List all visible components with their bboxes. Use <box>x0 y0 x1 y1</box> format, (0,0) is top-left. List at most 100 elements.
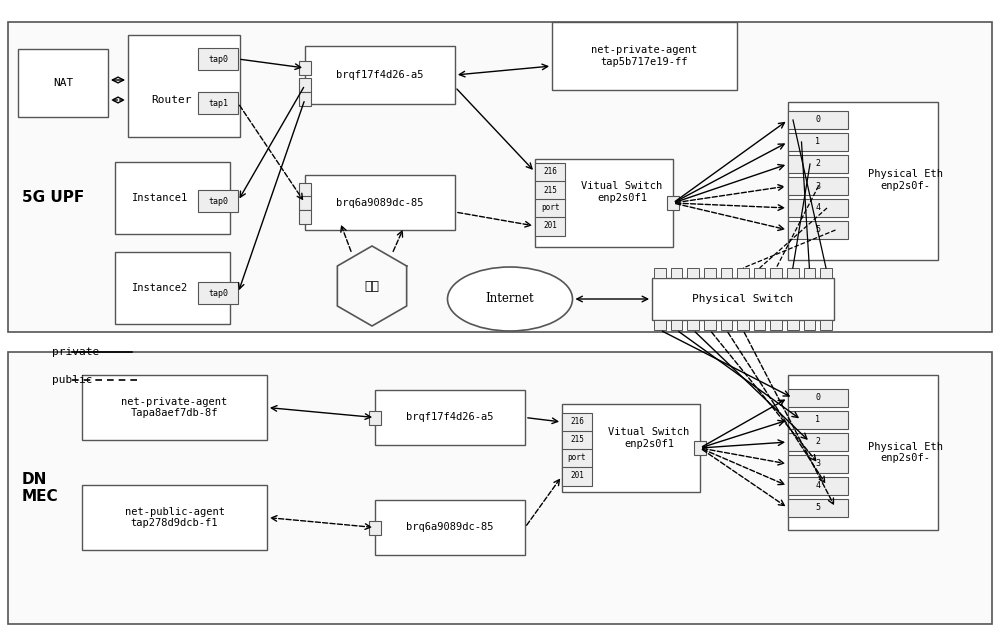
FancyBboxPatch shape <box>788 155 848 173</box>
Text: 2: 2 <box>816 437 820 446</box>
Text: brqf17f4d26-a5: brqf17f4d26-a5 <box>336 70 424 80</box>
FancyBboxPatch shape <box>737 268 749 278</box>
FancyBboxPatch shape <box>788 111 848 129</box>
FancyBboxPatch shape <box>375 500 525 555</box>
FancyBboxPatch shape <box>687 320 699 330</box>
Text: Instance1: Instance1 <box>132 193 188 203</box>
FancyBboxPatch shape <box>788 133 848 151</box>
FancyBboxPatch shape <box>721 320 732 330</box>
FancyBboxPatch shape <box>552 22 737 90</box>
FancyBboxPatch shape <box>804 268 815 278</box>
FancyBboxPatch shape <box>671 268 682 278</box>
FancyBboxPatch shape <box>788 499 848 517</box>
FancyBboxPatch shape <box>788 199 848 217</box>
FancyBboxPatch shape <box>687 268 699 278</box>
FancyBboxPatch shape <box>198 48 238 70</box>
Text: Physical Eth
enp2s0f-: Physical Eth enp2s0f- <box>868 442 943 464</box>
FancyBboxPatch shape <box>299 196 311 210</box>
FancyBboxPatch shape <box>299 183 311 197</box>
FancyBboxPatch shape <box>788 375 938 530</box>
FancyBboxPatch shape <box>18 49 108 117</box>
Text: 5: 5 <box>816 225 820 234</box>
Text: net-private-agent
Tapa8aef7db-8f: net-private-agent Tapa8aef7db-8f <box>121 397 228 419</box>
Text: 215: 215 <box>543 186 557 195</box>
FancyBboxPatch shape <box>787 320 799 330</box>
FancyBboxPatch shape <box>788 389 848 407</box>
Text: 0: 0 <box>816 394 820 403</box>
Text: 201: 201 <box>543 221 557 230</box>
FancyBboxPatch shape <box>82 375 267 440</box>
Ellipse shape <box>447 267 572 331</box>
Text: net-private-agent
tap5b717e19-ff: net-private-agent tap5b717e19-ff <box>591 45 698 67</box>
Text: 1: 1 <box>816 137 820 146</box>
FancyBboxPatch shape <box>8 352 992 624</box>
Text: Vitual Switch
enp2s0f1: Vitual Switch enp2s0f1 <box>581 181 663 203</box>
Text: brq6a9089dc-85: brq6a9089dc-85 <box>406 523 494 532</box>
FancyBboxPatch shape <box>671 320 682 330</box>
Text: tap0: tap0 <box>208 196 228 205</box>
Text: NAT: NAT <box>53 78 73 88</box>
Text: Physical Switch: Physical Switch <box>692 294 794 304</box>
FancyBboxPatch shape <box>788 477 848 495</box>
Text: tap0: tap0 <box>208 55 228 64</box>
FancyBboxPatch shape <box>299 78 311 92</box>
FancyBboxPatch shape <box>788 411 848 429</box>
Text: Router: Router <box>152 95 192 105</box>
Text: 4: 4 <box>816 482 820 490</box>
FancyBboxPatch shape <box>115 252 230 324</box>
FancyBboxPatch shape <box>562 467 592 486</box>
Text: net-public-agent
tap278d9dcb-f1: net-public-agent tap278d9dcb-f1 <box>124 507 224 528</box>
FancyBboxPatch shape <box>535 159 673 247</box>
Text: 201: 201 <box>570 471 584 480</box>
Text: 1: 1 <box>816 415 820 424</box>
Text: 3: 3 <box>816 460 820 469</box>
FancyBboxPatch shape <box>369 521 381 535</box>
FancyBboxPatch shape <box>198 282 238 304</box>
FancyBboxPatch shape <box>115 162 230 234</box>
FancyBboxPatch shape <box>721 268 732 278</box>
Text: brqf17f4d26-a5: brqf17f4d26-a5 <box>406 413 494 422</box>
FancyBboxPatch shape <box>198 92 238 114</box>
FancyBboxPatch shape <box>305 46 455 104</box>
FancyBboxPatch shape <box>770 320 782 330</box>
FancyBboxPatch shape <box>562 431 592 450</box>
Text: 216: 216 <box>543 168 557 177</box>
Text: Physical Eth
enp2s0f-: Physical Eth enp2s0f- <box>868 169 943 191</box>
FancyBboxPatch shape <box>754 268 765 278</box>
Text: port: port <box>541 204 559 213</box>
FancyBboxPatch shape <box>299 210 311 224</box>
FancyBboxPatch shape <box>654 268 666 278</box>
FancyBboxPatch shape <box>535 217 565 236</box>
FancyBboxPatch shape <box>820 268 832 278</box>
FancyBboxPatch shape <box>667 196 679 210</box>
Text: tap1: tap1 <box>208 98 228 107</box>
FancyBboxPatch shape <box>704 268 716 278</box>
FancyBboxPatch shape <box>198 190 238 212</box>
FancyBboxPatch shape <box>820 320 832 330</box>
FancyBboxPatch shape <box>804 320 815 330</box>
Text: brq6a9089dc-85: brq6a9089dc-85 <box>336 198 424 207</box>
FancyBboxPatch shape <box>128 35 240 137</box>
FancyBboxPatch shape <box>654 320 666 330</box>
Text: 215: 215 <box>570 435 584 444</box>
FancyBboxPatch shape <box>375 390 525 445</box>
Text: 4: 4 <box>816 204 820 213</box>
FancyBboxPatch shape <box>535 163 565 182</box>
FancyBboxPatch shape <box>8 22 992 332</box>
FancyBboxPatch shape <box>694 441 706 455</box>
Text: 2: 2 <box>816 159 820 168</box>
Text: 216: 216 <box>570 417 584 426</box>
Text: port: port <box>568 453 586 462</box>
FancyBboxPatch shape <box>788 102 938 260</box>
FancyBboxPatch shape <box>704 320 716 330</box>
FancyBboxPatch shape <box>82 485 267 550</box>
FancyBboxPatch shape <box>299 92 311 106</box>
FancyBboxPatch shape <box>788 455 848 473</box>
FancyBboxPatch shape <box>535 181 565 200</box>
FancyBboxPatch shape <box>788 433 848 451</box>
FancyBboxPatch shape <box>305 175 455 230</box>
FancyBboxPatch shape <box>652 278 834 320</box>
FancyBboxPatch shape <box>299 61 311 75</box>
FancyBboxPatch shape <box>787 268 799 278</box>
FancyBboxPatch shape <box>788 177 848 195</box>
